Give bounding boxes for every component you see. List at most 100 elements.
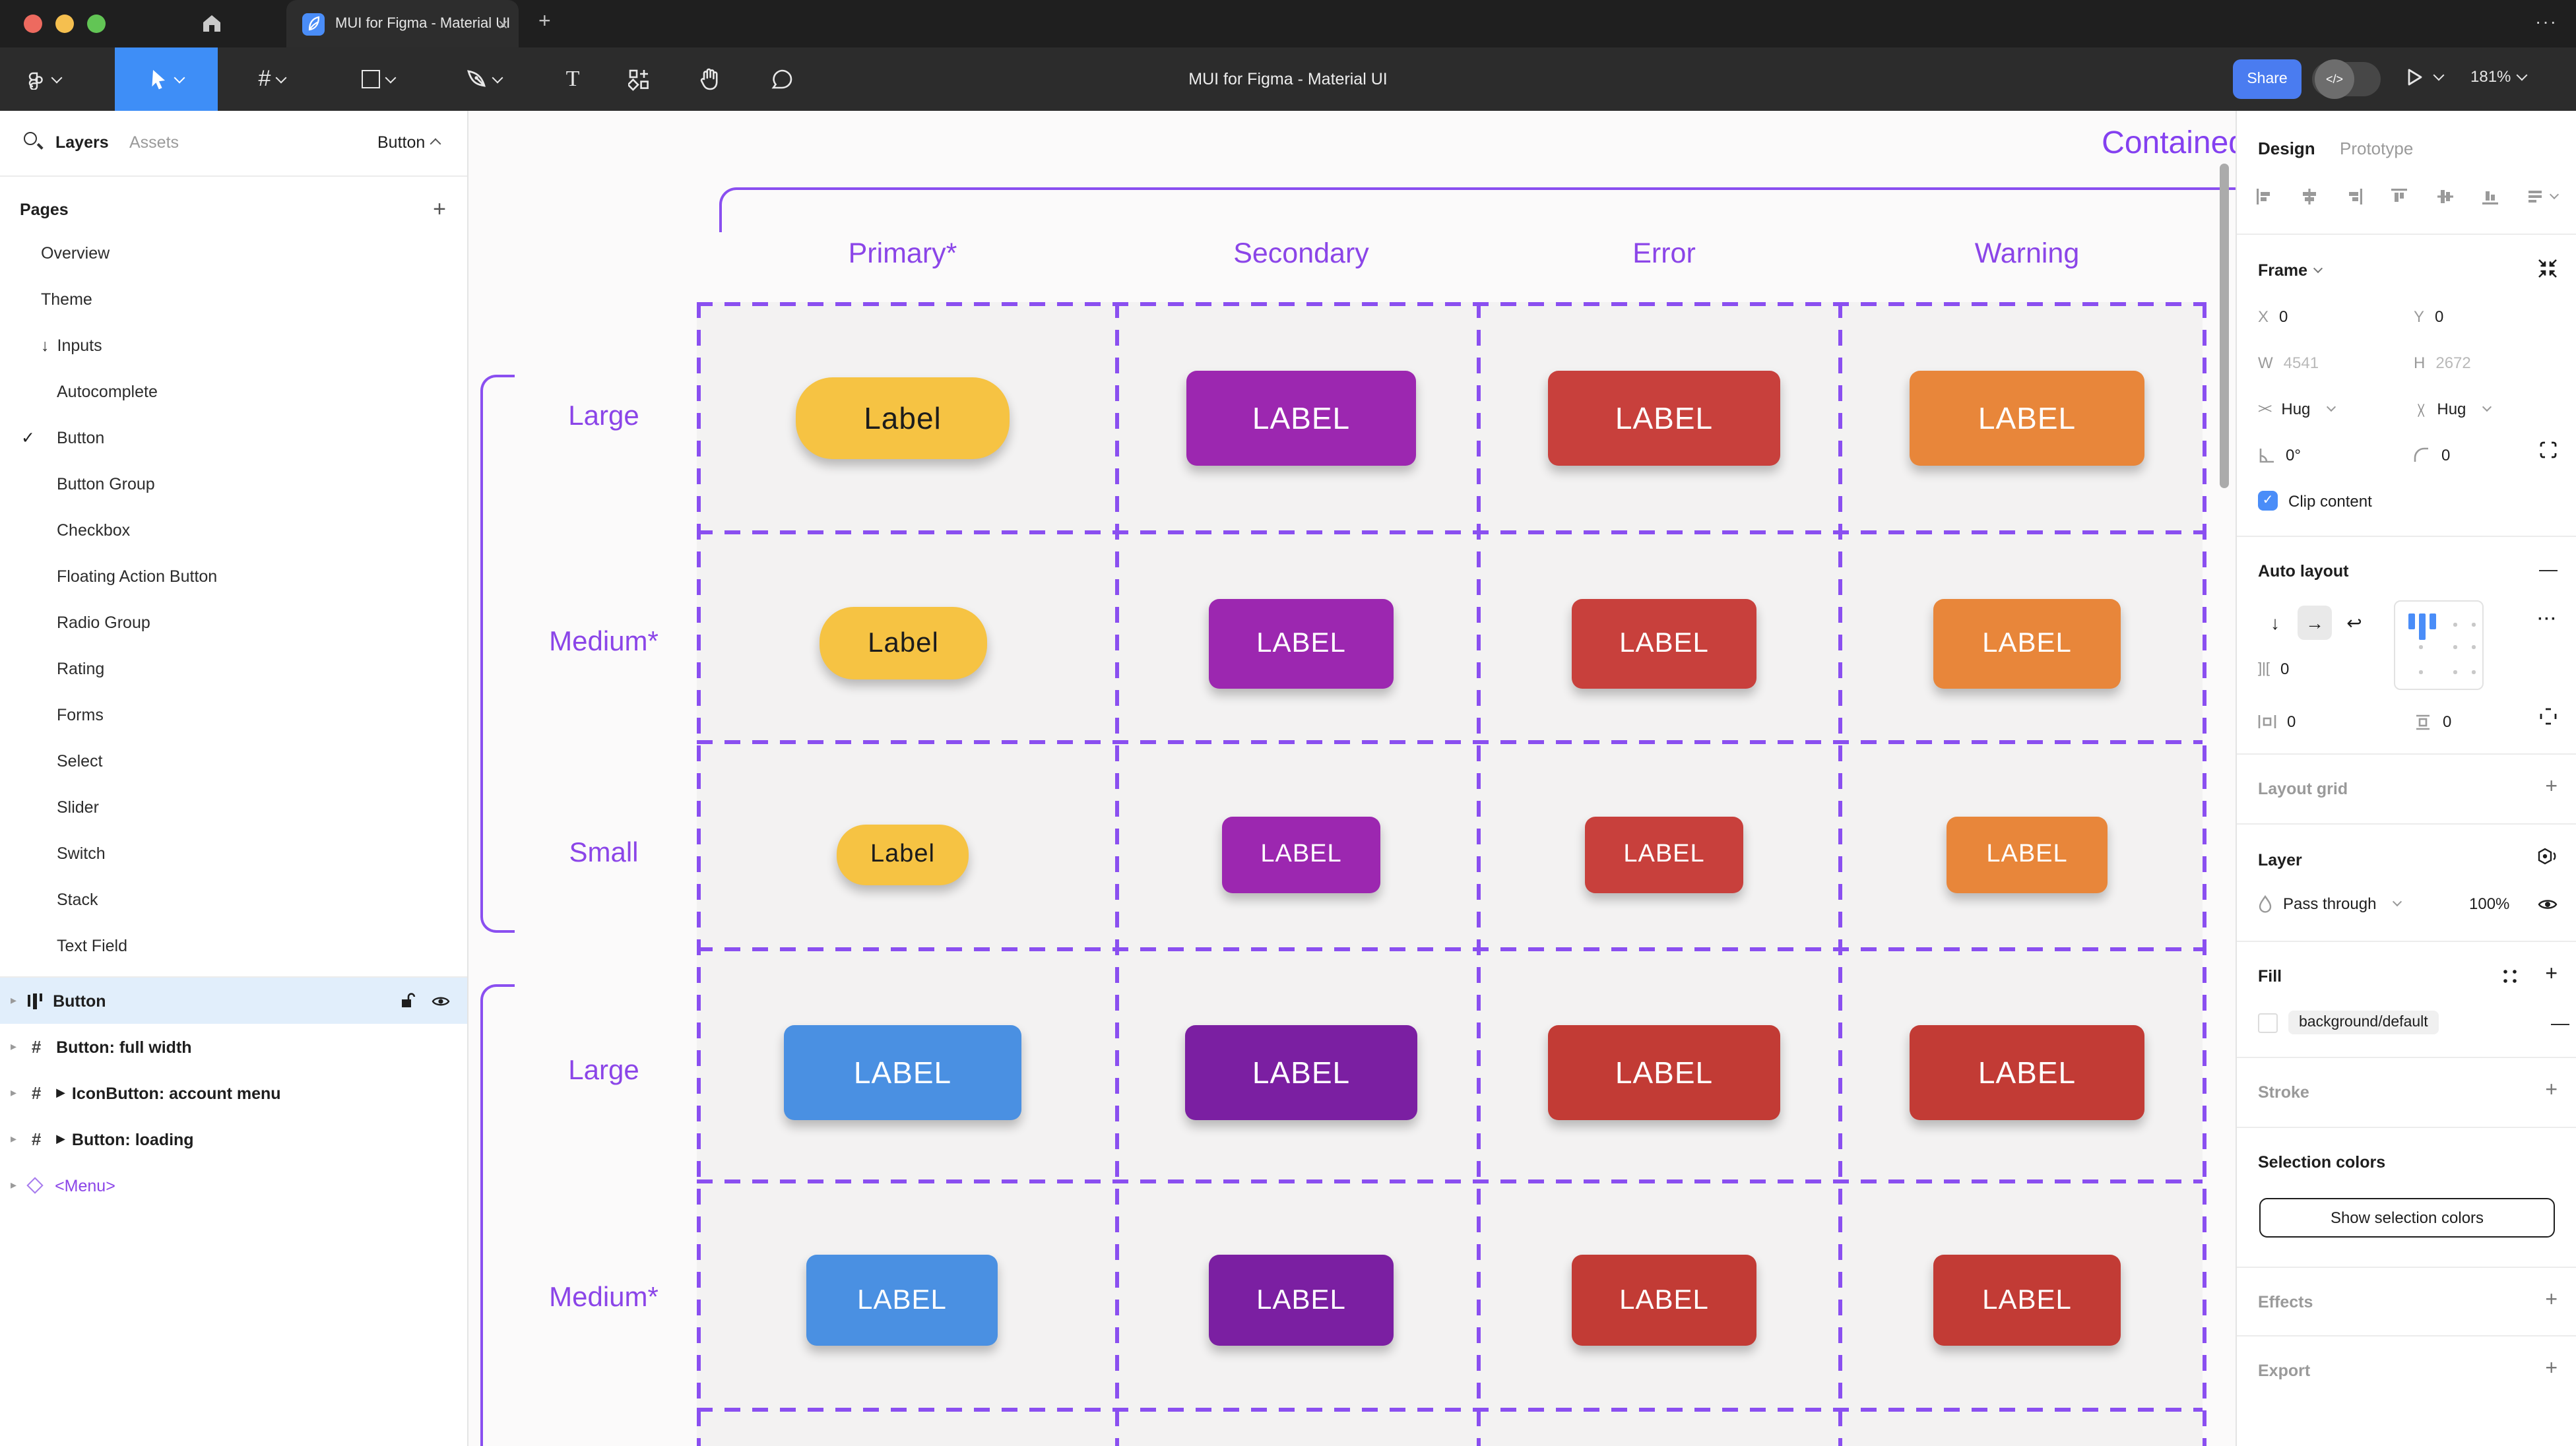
add-stroke-button[interactable]: + — [2545, 1079, 2558, 1102]
align-left-icon[interactable] — [2255, 187, 2274, 206]
height-field[interactable]: H 2672 — [2414, 354, 2471, 372]
comment-tool-button[interactable] — [752, 47, 810, 111]
align-right-icon[interactable] — [2346, 187, 2364, 206]
traffic-minimize-button[interactable] — [55, 15, 74, 33]
canvas-button[interactable]: Label — [796, 377, 1010, 459]
canvas-button[interactable]: LABEL — [1209, 1255, 1394, 1346]
gap-field[interactable]: ]|[ 0 — [2258, 660, 2290, 678]
page-item-checkbox[interactable]: Checkbox — [57, 520, 131, 539]
page-item-radio-group[interactable]: Radio Group — [57, 613, 150, 631]
page-item-rating[interactable]: Rating — [57, 659, 105, 677]
blend-mode-icon[interactable] — [2536, 847, 2558, 867]
canvas-button[interactable]: LABEL — [1185, 1025, 1417, 1120]
align-top-icon[interactable] — [2391, 187, 2409, 206]
tab-design[interactable]: Design — [2258, 139, 2315, 158]
zoom-level-dropdown[interactable]: 181% — [2470, 67, 2527, 86]
add-export-button[interactable]: + — [2545, 1358, 2558, 1380]
home-icon[interactable] — [201, 12, 223, 34]
tab-prototype[interactable]: Prototype — [2340, 139, 2414, 158]
page-item-switch[interactable]: Switch — [57, 844, 106, 862]
canvas-button[interactable]: LABEL — [1572, 1255, 1756, 1346]
horizontal-padding-field[interactable]: 0 — [2258, 712, 2296, 731]
page-item-button[interactable]: ✓ Button — [21, 428, 105, 447]
independent-padding-icon[interactable] — [2539, 707, 2558, 726]
independent-corners-icon[interactable] — [2539, 441, 2558, 459]
flow-wrap-button[interactable]: ↩ — [2346, 612, 2362, 633]
flow-horizontal-button-selected[interactable]: → — [2298, 606, 2332, 640]
opacity-value[interactable]: 100% — [2469, 895, 2510, 913]
clip-content-checkbox[interactable]: ✓ — [2258, 491, 2278, 511]
layer-visibility-eye-icon[interactable] — [2538, 896, 2558, 911]
page-item-stack[interactable]: Stack — [57, 890, 98, 908]
align-h-center-icon[interactable] — [2300, 187, 2319, 206]
pen-tool-button[interactable] — [446, 47, 520, 111]
vertical-resizing-dropdown[interactable]: >< Hug — [2413, 400, 2492, 418]
frame-tool-button[interactable]: # — [235, 47, 309, 111]
canvas-viewport[interactable]: Contained Primary* Secondary Error Warni… — [468, 111, 2236, 1446]
add-layout-grid-button[interactable]: + — [2545, 776, 2558, 798]
page-item-slider[interactable]: Slider — [57, 798, 99, 816]
fill-row[interactable]: background/default — — [2258, 1011, 2569, 1034]
new-tab-button[interactable]: + — [538, 11, 551, 33]
canvas-button[interactable]: LABEL — [1585, 817, 1743, 893]
canvas-button[interactable]: LABEL — [1933, 599, 2121, 689]
remove-fill-button[interactable]: — — [2551, 1012, 2569, 1033]
shape-tool-button[interactable] — [340, 47, 414, 111]
canvas-button[interactable]: Label — [820, 607, 987, 679]
rotation-field[interactable]: 0° — [2258, 446, 2301, 464]
canvas-button[interactable]: LABEL — [1910, 1025, 2144, 1120]
show-selection-colors-button[interactable]: Show selection colors — [2259, 1198, 2555, 1238]
canvas-button[interactable]: LABEL — [806, 1255, 998, 1346]
remove-auto-layout-button[interactable]: — — [2539, 558, 2558, 579]
fill-styles-icon[interactable] — [2502, 968, 2518, 984]
width-field[interactable]: W 4541 — [2258, 354, 2319, 372]
tab-close-icon[interactable]: × — [498, 14, 508, 34]
figma-main-menu-button[interactable] — [13, 47, 74, 111]
flow-vertical-button[interactable]: ↓ — [2270, 612, 2280, 633]
page-item-theme[interactable]: Theme — [41, 290, 92, 308]
visibility-eye-icon[interactable] — [432, 994, 450, 1007]
hand-tool-button[interactable] — [681, 47, 739, 111]
canvas-button[interactable]: LABEL — [1222, 817, 1380, 893]
dev-mode-toggle[interactable]: </> — [2312, 59, 2381, 99]
layer-row-iconbutton-account-menu[interactable]: ▸ # ▶ IconButton: account menu — [11, 1083, 281, 1103]
lock-icon[interactable] — [400, 992, 416, 1009]
move-tool-button[interactable] — [115, 47, 218, 111]
share-button[interactable]: Share — [2233, 59, 2302, 99]
traffic-close-button[interactable] — [24, 15, 42, 33]
corner-radius-field[interactable]: 0 — [2414, 446, 2450, 464]
align-bottom-icon[interactable] — [2481, 187, 2499, 206]
active-document-tab[interactable]: MUI for Figma - Material UI × — [286, 0, 519, 47]
canvas-button[interactable]: LABEL — [1186, 371, 1416, 466]
page-item-autocomplete[interactable]: Autocomplete — [57, 382, 158, 400]
canvas-button[interactable]: LABEL — [1548, 1025, 1780, 1120]
tab-layers[interactable]: Layers — [55, 133, 109, 152]
distribute-menu-icon[interactable] — [2526, 187, 2559, 206]
vertical-padding-field[interactable]: 0 — [2414, 712, 2451, 731]
canvas-scrollbar[interactable] — [2220, 164, 2229, 488]
page-item-inputs[interactable]: ↓ Inputs — [41, 336, 102, 354]
add-fill-button[interactable]: + — [2545, 963, 2558, 986]
canvas-button[interactable]: LABEL — [1572, 599, 1756, 689]
page-selector-dropdown[interactable]: Button — [377, 133, 441, 152]
present-button[interactable] — [2404, 67, 2445, 87]
horizontal-resizing-dropdown[interactable]: >< Hug — [2258, 400, 2336, 418]
collapse-frame-icon[interactable] — [2538, 259, 2558, 278]
page-item-fab[interactable]: Floating Action Button — [57, 567, 218, 585]
page-item-forms[interactable]: Forms — [57, 705, 104, 724]
canvas-button[interactable]: LABEL — [1947, 817, 2108, 893]
traffic-zoom-button[interactable] — [87, 15, 106, 33]
blend-mode-dropdown[interactable]: Pass through — [2283, 895, 2377, 913]
layer-row-button-loading[interactable]: ▸ # ▶ Button: loading — [11, 1129, 194, 1149]
add-page-button[interactable]: + — [433, 197, 446, 222]
canvas-button[interactable]: LABEL — [1548, 371, 1780, 466]
canvas-button[interactable]: LABEL — [784, 1025, 1021, 1120]
canvas-button[interactable]: LABEL — [1933, 1255, 2121, 1346]
canvas-button[interactable]: Label — [837, 825, 969, 885]
layer-row-menu-instance[interactable]: ▸ <Menu> — [11, 1176, 115, 1195]
search-icon[interactable] — [24, 132, 37, 145]
auto-layout-alignment-widget[interactable] — [2394, 600, 2484, 690]
page-item-button-group[interactable]: Button Group — [57, 474, 155, 493]
